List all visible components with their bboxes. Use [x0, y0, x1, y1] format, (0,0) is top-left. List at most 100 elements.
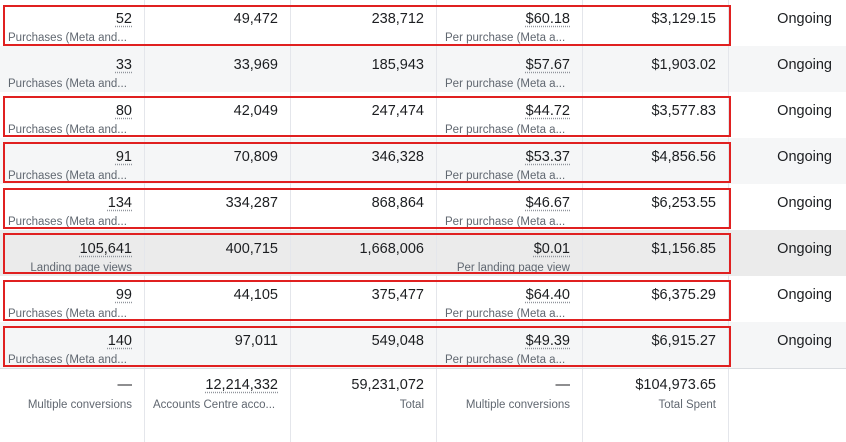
cost-per-result-cell[interactable]: $44.72 Per purchase (Meta a... — [437, 92, 583, 138]
results-cell[interactable]: 52 Purchases (Meta and... — [0, 0, 145, 46]
table-row[interactable]: 91 Purchases (Meta and... 70,809 346,328 … — [0, 138, 846, 184]
reach-total-cell[interactable]: 12,214,332 Accounts Centre acco... — [145, 369, 291, 442]
impressions-total: 59,231,072 — [351, 377, 424, 393]
amount-spent-cell: $3,129.15 — [583, 0, 729, 46]
results-label: Purchases (Meta and... — [8, 124, 127, 136]
table-row[interactable]: 134 Purchases (Meta and... 334,287 868,86… — [0, 184, 846, 230]
totals-row: — Multiple conversions 12,214,332 Accounts… — [0, 368, 846, 442]
spent-value: $1,156.85 — [651, 241, 716, 257]
impressions-value: 549,048 — [371, 333, 424, 349]
cost-label: Per purchase (Meta a... — [445, 216, 566, 228]
table-row[interactable]: 140 Purchases (Meta and... 97,011 549,048… — [0, 322, 846, 368]
ends-cell: Ongoing — [729, 138, 846, 184]
reach-cell: 400,715 — [145, 230, 291, 276]
amount-spent-cell: $1,156.85 — [583, 230, 729, 276]
status-text: Ongoing — [777, 195, 832, 211]
results-value[interactable]: 91 — [115, 149, 132, 165]
results-cell[interactable]: 99 Purchases (Meta and... — [0, 276, 145, 322]
reach-value: 33,969 — [233, 57, 278, 73]
results-value[interactable]: 52 — [115, 11, 132, 27]
status-text: Ongoing — [777, 11, 832, 27]
cost-label: Per purchase (Meta a... — [445, 170, 566, 182]
cost-per-result-cell[interactable]: $53.37 Per purchase (Meta a... — [437, 138, 583, 184]
spent-value: $1,903.02 — [651, 57, 716, 73]
results-cell[interactable]: 105,641 Landing page views — [0, 230, 145, 276]
reach-value: 49,472 — [233, 11, 278, 27]
spent-value: $3,577.83 — [651, 103, 716, 119]
table-row[interactable]: 52 Purchases (Meta and... 49,472 238,712 … — [0, 0, 846, 46]
results-value[interactable]: 80 — [115, 103, 132, 119]
amount-spent-cell: $1,903.02 — [583, 46, 729, 92]
cost-label: Per purchase (Meta a... — [445, 124, 566, 136]
amount-spent-cell: $6,375.29 — [583, 276, 729, 322]
cost-per-result-cell[interactable]: $57.67 Per purchase (Meta a... — [437, 46, 583, 92]
reach-value: 44,105 — [233, 287, 278, 303]
table-row[interactable]: 80 Purchases (Meta and... 42,049 247,474 … — [0, 92, 846, 138]
ends-cell: Ongoing — [729, 0, 846, 46]
status-text: Ongoing — [777, 103, 832, 119]
reach-cell: 97,011 — [145, 322, 291, 368]
impressions-value: 185,943 — [371, 57, 424, 73]
spent-total-cell: $104,973.65 Total Spent — [583, 369, 729, 442]
cost-value[interactable]: $46.67 — [525, 195, 570, 211]
ends-cell: Ongoing — [729, 184, 846, 230]
impressions-cell: 375,477 — [291, 276, 437, 322]
reach-total[interactable]: 12,214,332 — [205, 377, 278, 393]
cost-value[interactable]: $49.39 — [525, 333, 570, 349]
results-value[interactable]: 99 — [115, 287, 132, 303]
cost-per-result-cell[interactable]: $0.01 Per landing page view — [437, 230, 583, 276]
reach-value: 70,809 — [233, 149, 278, 165]
ends-cell: Ongoing — [729, 230, 846, 276]
reach-value: 334,287 — [225, 195, 278, 211]
reach-value: 42,049 — [233, 103, 278, 119]
results-cell[interactable]: 33 Purchases (Meta and... — [0, 46, 145, 92]
status-text: Ongoing — [777, 149, 832, 165]
results-cell[interactable]: 80 Purchases (Meta and... — [0, 92, 145, 138]
results-label: Purchases (Meta and... — [8, 308, 127, 320]
cost-value[interactable]: $44.72 — [525, 103, 570, 119]
results-value[interactable]: 33 — [115, 57, 132, 73]
cost-value[interactable]: $60.18 — [525, 11, 570, 27]
results-cell[interactable]: 134 Purchases (Meta and... — [0, 184, 145, 230]
spent-total: $104,973.65 — [635, 377, 716, 393]
table-row[interactable]: 99 Purchases (Meta and... 44,105 375,477 … — [0, 276, 846, 322]
impressions-total-cell: 59,231,072 Total — [291, 369, 437, 442]
spent-value: $6,253.55 — [651, 195, 716, 211]
status-text: Ongoing — [777, 287, 832, 303]
results-label: Purchases (Meta and... — [8, 32, 127, 44]
cost-value[interactable]: $57.67 — [525, 57, 570, 73]
results-value[interactable]: 140 — [107, 333, 132, 349]
cost-per-result-cell[interactable]: $64.40 Per purchase (Meta a... — [437, 276, 583, 322]
ends-cell: Ongoing — [729, 276, 846, 322]
status-text: Ongoing — [777, 57, 832, 73]
ends-cell: Ongoing — [729, 46, 846, 92]
ends-total-cell — [729, 369, 846, 442]
spent-total-label: Total Spent — [658, 399, 716, 411]
cost-per-result-cell[interactable]: $60.18 Per purchase (Meta a... — [437, 0, 583, 46]
reach-total-label: Accounts Centre acco... — [153, 399, 276, 411]
spent-value: $4,856.56 — [651, 149, 716, 165]
table-row[interactable]: 33 Purchases (Meta and... 33,969 185,943 … — [0, 46, 846, 92]
cost-value[interactable]: $0.01 — [533, 241, 570, 257]
results-value[interactable]: 134 — [107, 195, 132, 211]
impressions-value: 247,474 — [371, 103, 424, 119]
results-cell[interactable]: 140 Purchases (Meta and... — [0, 322, 145, 368]
cost-label: Per purchase (Meta a... — [445, 32, 566, 44]
cost-total-cell: — Multiple conversions — [437, 369, 583, 442]
table-row[interactable]: 105,641 Landing page views 400,715 1,668,… — [0, 230, 846, 276]
results-value[interactable]: 105,641 — [79, 241, 132, 257]
ends-cell: Ongoing — [729, 322, 846, 368]
cost-label: Per purchase (Meta a... — [445, 308, 566, 320]
cost-value[interactable]: $64.40 — [525, 287, 570, 303]
cost-total-label: Multiple conversions — [465, 399, 570, 411]
impressions-value: 868,864 — [371, 195, 424, 211]
results-label: Landing page views — [30, 262, 132, 274]
cost-value[interactable]: $53.37 — [525, 149, 570, 165]
reach-cell: 334,287 — [145, 184, 291, 230]
cost-per-result-cell[interactable]: $49.39 Per purchase (Meta a... — [437, 322, 583, 368]
cost-per-result-cell[interactable]: $46.67 Per purchase (Meta a... — [437, 184, 583, 230]
amount-spent-cell: $6,915.27 — [583, 322, 729, 368]
cost-label: Per purchase (Meta a... — [445, 354, 566, 366]
results-cell[interactable]: 91 Purchases (Meta and... — [0, 138, 145, 184]
impressions-value: 346,328 — [371, 149, 424, 165]
